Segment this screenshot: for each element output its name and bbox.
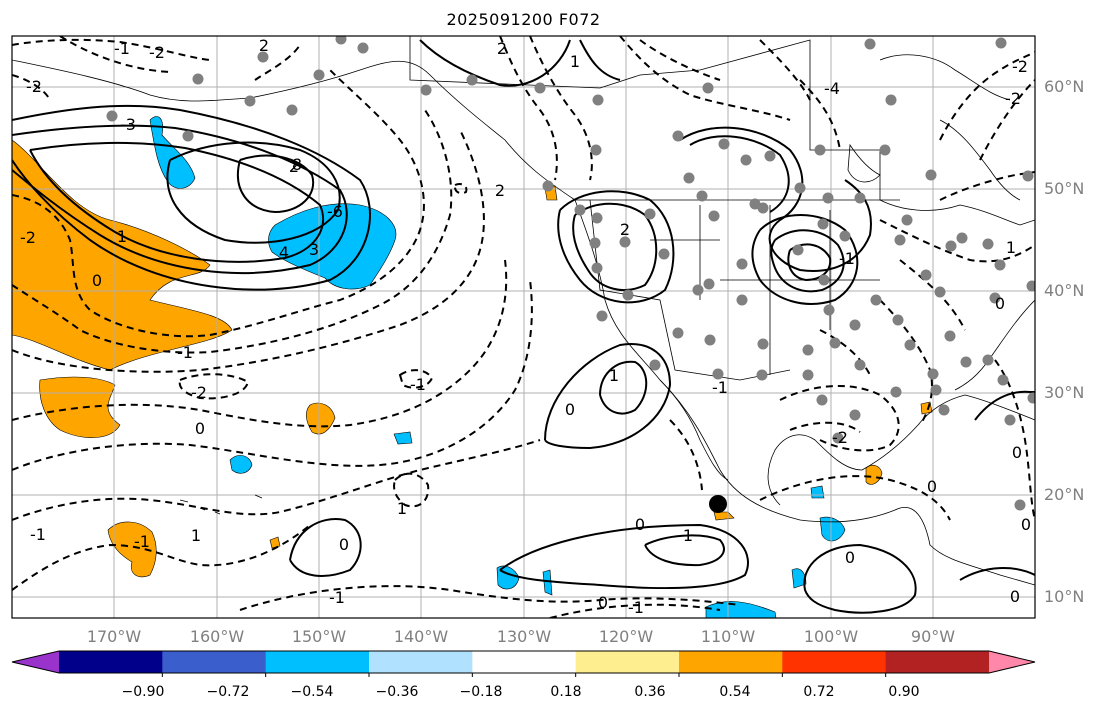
contour-label: -1	[410, 375, 426, 394]
contour-labels: -1 -2 2 -3 -2 2 8 -6 4 3 0 -1 1 -2 -2 0 …	[20, 36, 1031, 617]
colorbar-segment	[369, 651, 473, 673]
contour-label: -2	[26, 77, 42, 96]
contour-label: 1	[397, 499, 407, 518]
contour-label: -2	[20, 228, 36, 247]
contour-label: 0	[195, 419, 205, 438]
colorbar-segment	[472, 651, 577, 673]
colorbar-tick-label: 0.72	[803, 684, 835, 700]
lon-label: 120°W	[598, 627, 654, 646]
lon-label: 170°W	[86, 627, 142, 646]
contour-label: 0	[339, 535, 349, 554]
colorbar-tick-label: 0.36	[634, 684, 666, 700]
contour-label: -1	[628, 598, 644, 617]
contour-label: -1	[30, 525, 46, 544]
plot-title: 2025091200 F072	[446, 10, 601, 29]
lat-label: 10°N	[1044, 587, 1085, 606]
contour-label: -6	[327, 202, 343, 221]
colorbar-tick-label: −0.72	[206, 684, 250, 700]
lat-label: 30°N	[1044, 383, 1085, 402]
lon-label: 90°W	[910, 627, 956, 646]
contour-label: 4	[279, 243, 289, 262]
contour-label: 0	[1012, 443, 1022, 462]
lon-label: 100°W	[803, 627, 859, 646]
contour-label: 3	[309, 240, 319, 259]
contour-label: 2	[497, 39, 507, 58]
colorbar-segment	[575, 651, 680, 673]
contour-label: -2	[832, 428, 848, 447]
contour-label: -2	[1012, 57, 1028, 76]
contour-label: 0	[92, 271, 102, 290]
contour-label: 1	[191, 526, 201, 545]
contour-label: -4	[824, 79, 840, 98]
station-dots	[106, 36, 1035, 511]
contour-label: 0	[927, 477, 937, 496]
contour-label: -1	[712, 378, 728, 397]
graticule	[12, 36, 1035, 618]
contour-label: -1	[839, 249, 855, 268]
contour-label: 2	[259, 36, 269, 55]
lon-label: 160°W	[189, 627, 245, 646]
colorbar-segment	[782, 651, 887, 673]
map-frame	[11, 35, 1036, 619]
lat-label: 40°N	[1044, 281, 1085, 300]
contour-label: 8	[292, 155, 302, 174]
lat-label: 20°N	[1044, 485, 1085, 504]
lon-label: 140°W	[393, 627, 449, 646]
contour-label: 0	[845, 548, 855, 567]
colorbar-tick-label: 0.90	[888, 684, 920, 700]
colorbar-extend-low	[12, 651, 59, 673]
colorbar-outline	[11, 650, 1036, 674]
contour-label: 0	[598, 593, 608, 612]
colorbar-segment	[885, 651, 990, 673]
contour-label: -1	[134, 532, 150, 551]
colorbar-tick-label: −0.90	[121, 684, 165, 700]
colorbar-segment	[265, 651, 370, 673]
colorbar	[11, 650, 1036, 677]
contour-label: 0	[1010, 587, 1020, 606]
colorbar-segment	[679, 651, 783, 673]
lon-label: 110°W	[700, 627, 756, 646]
contour-label: 2	[620, 220, 630, 239]
contour-label: 2	[289, 157, 299, 176]
contour-label: 0	[1021, 515, 1031, 534]
contour-label: 2	[495, 181, 505, 200]
contour-label: 1	[570, 52, 580, 71]
negative-contours	[12, 36, 1035, 618]
lat-label: 50°N	[1044, 179, 1085, 198]
contour-label: 1	[117, 227, 127, 246]
colorbar-extend-high	[989, 651, 1035, 673]
colorbar-tick-label: −0.36	[375, 684, 419, 700]
colorbar-tick-label: −0.54	[290, 684, 334, 700]
contour-label: -3	[120, 115, 136, 134]
positive-contours	[12, 39, 1035, 614]
lon-label: 150°W	[291, 627, 347, 646]
contour-label: 0	[635, 515, 645, 534]
colorbar-tick-label: −0.18	[459, 684, 503, 700]
contour-label: -2	[1005, 89, 1021, 108]
contour-label: -2	[149, 43, 165, 62]
contour-label: 0	[995, 294, 1005, 313]
colorbar-tick-label: 0.18	[550, 684, 582, 700]
colorbar-segment	[162, 651, 267, 673]
contour-label: 1	[683, 526, 693, 545]
colorbar-tick-label: 0.54	[719, 684, 751, 700]
contour-label: -1	[114, 39, 130, 58]
contour-label: 0	[565, 400, 575, 419]
contour-label: -2	[191, 383, 207, 402]
contour-label: -1	[329, 588, 345, 607]
marker-point	[709, 495, 727, 513]
contour-label: 1	[1006, 238, 1016, 257]
lon-label: 130°W	[496, 627, 552, 646]
map-panel: -1 -2 2 -3 -2 2 8 -6 4 3 0 -1 1 -2 -2 0 …	[12, 36, 1035, 618]
contour-label: 1	[609, 366, 619, 385]
lat-label: 60°N	[1044, 77, 1085, 96]
colorbar-segment	[59, 651, 163, 673]
contour-label: -1	[177, 343, 193, 362]
